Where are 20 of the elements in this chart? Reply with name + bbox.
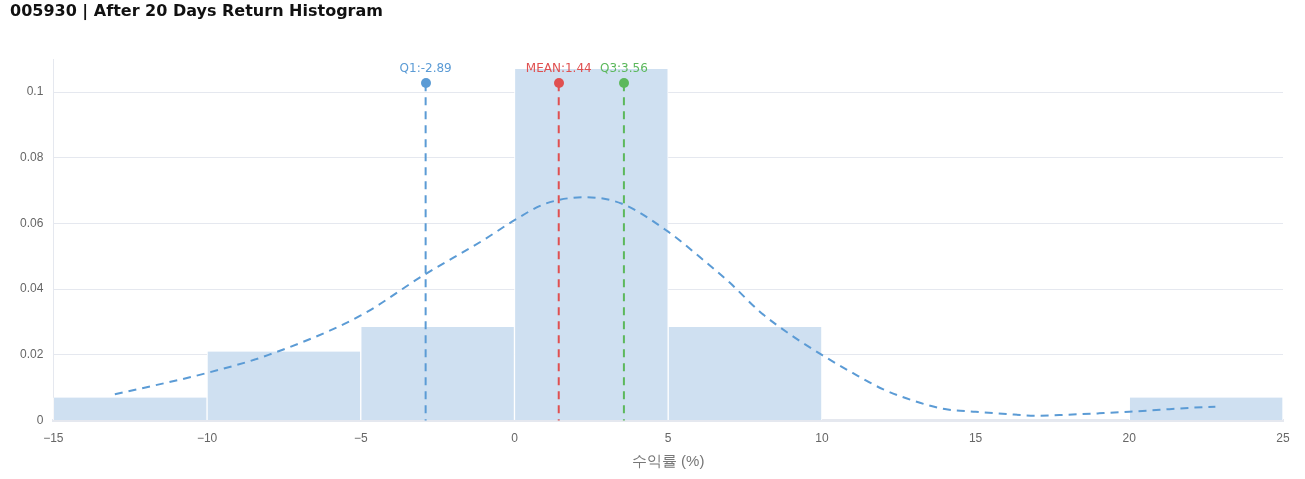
- x-tick-label: 5: [664, 431, 672, 446]
- x-tick-label: 10: [815, 431, 829, 446]
- x-tick-label: 0: [511, 431, 519, 446]
- x-tick-label: −15: [43, 431, 64, 446]
- y-tick-label: 0.08: [20, 150, 44, 165]
- ref-line-label: Q3:3.56: [599, 61, 648, 76]
- x-axis-title: 수익률 (%): [631, 452, 705, 470]
- x-tick-label: −10: [196, 431, 218, 446]
- x-tick-label: 20: [1122, 431, 1137, 446]
- x-tick-label: 25: [1276, 431, 1290, 446]
- x-tick-label: −5: [353, 431, 368, 446]
- ref-line-label: MEAN:1.44: [525, 61, 592, 76]
- chart-title: 005930 | After 20 Days Return Histogram: [10, 0, 383, 21]
- y-tick-label: 0: [36, 412, 44, 427]
- ref-line-label: Q1:-2.89: [399, 61, 452, 76]
- y-tick-label: 0.06: [20, 215, 44, 230]
- x-tick-label: 15: [968, 431, 983, 446]
- y-tick-label: 0.04: [20, 281, 44, 296]
- y-tick-label: 0.02: [20, 347, 44, 362]
- y-tick-label: 0.1: [26, 84, 44, 99]
